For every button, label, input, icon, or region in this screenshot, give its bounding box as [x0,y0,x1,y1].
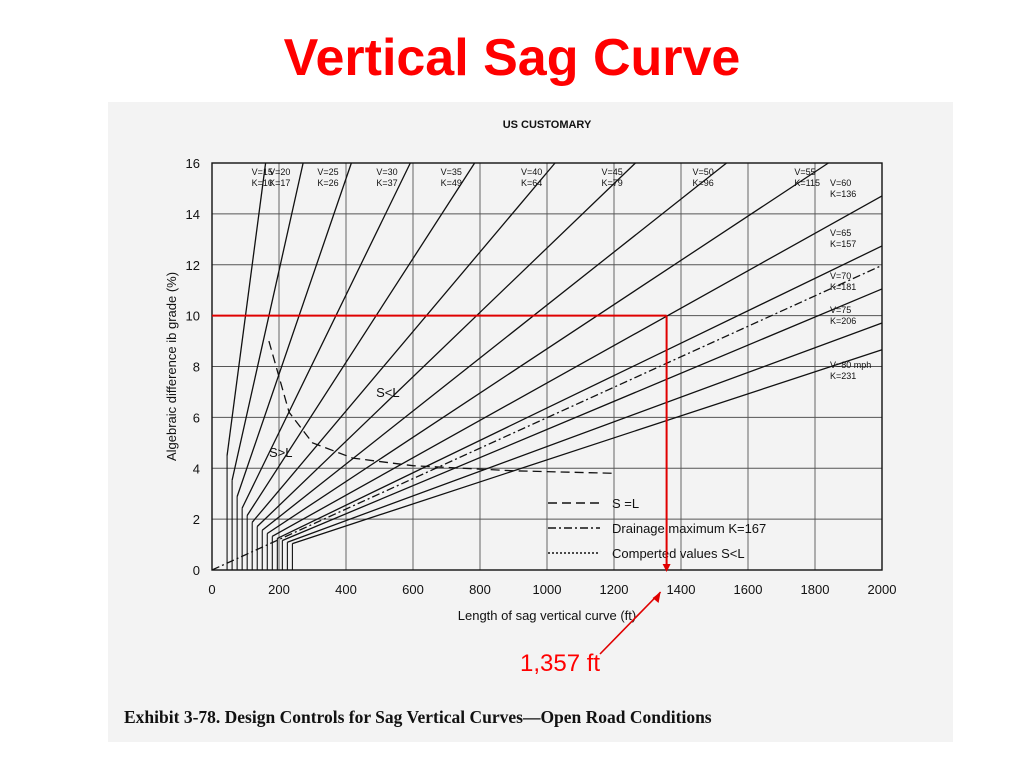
k-line-label: V=80 mph [830,360,871,370]
region-label-s-greater-l: S>L [269,445,293,460]
k-line-label: V=65 [830,228,851,238]
x-tick-label: 0 [208,582,215,597]
k-line-label: V=60 [830,178,851,188]
scanned-figure-background [108,102,953,742]
chart-legend: S =L Drainage maximum K=167 Comperted valu… [548,496,766,561]
k-line-label: V=20 [269,167,290,177]
y-tick-label: 8 [193,360,200,375]
k-line-label: K=79 [601,178,622,188]
k-line-label: K=136 [830,189,856,199]
x-tick-label: 1400 [667,582,696,597]
k-line [246,162,476,516]
k-line-label: V=75 [830,305,851,315]
region-label-s-less-l: S<L [376,385,400,400]
x-axis-label: Length of sag vertical curve (ft) [458,608,636,623]
minimum-length-lines [226,455,293,570]
k-line-label: K=157 [830,239,856,249]
x-tick-label: 800 [469,582,491,597]
k-line [261,162,727,531]
y-tick-label: 2 [193,512,200,527]
y-tick-label: 12 [186,258,200,273]
k-line-label: K=231 [830,371,856,381]
drainage-max-line [211,264,883,571]
y-tick-label: 4 [193,461,200,476]
k-line-label: V=40 [521,167,542,177]
k-line-label: K=10 [252,178,273,188]
answer-guides [212,314,671,655]
k-line [282,288,883,542]
k-line [266,162,829,535]
k-line [271,195,883,537]
x-tick-label: 2000 [868,582,897,597]
answer-label: 1,357 ft [520,650,601,677]
y-tick-label: 10 [186,309,200,324]
k-line [277,245,883,539]
x-tick-label: 1000 [533,582,562,597]
k-line-label: K=17 [269,178,290,188]
x-tick-label: 1800 [801,582,830,597]
k-line [231,162,304,481]
plot-frame [211,162,883,571]
k-line-label: K=26 [317,178,338,188]
k-value-labels: V=15K=10V=20K=17 V=25K=26 V=30K=37 V=35K=49… [252,167,872,460]
k-line [256,162,636,527]
y-axis-label: Algebraic difference ib grade (%) [164,272,179,461]
legend-item: S =L [612,496,639,511]
k-line-label: V=15 [252,167,273,177]
chart-grid [211,162,883,571]
k-line-label: V=50 [693,167,714,177]
k-line-label: V=45 [601,167,622,177]
drainage-max-line [211,264,883,571]
k-line-label: K=96 [693,178,714,188]
k-line-label: V=30 [376,167,397,177]
pointer-arrowhead [652,592,661,603]
x-tick-label: 1200 [600,582,629,597]
k-line-label: K=64 [521,178,542,188]
x-tick-label: 200 [268,582,290,597]
k-line-label: K=37 [376,178,397,188]
k-line [241,162,411,509]
k-line [236,162,352,497]
y-tick-label: 0 [193,563,200,578]
k-line [292,349,883,545]
legend-item: Drainage maximum K=167 [612,521,766,536]
k-line [251,162,556,523]
x-tick-label: 600 [402,582,424,597]
k-line-label: K=206 [830,316,856,326]
k-line-label: V=35 [441,167,462,177]
k-line-label: V=70 [830,271,851,281]
k-line-label: K=115 [794,178,820,188]
k-line-label: K=181 [830,282,856,292]
k-line [226,162,267,456]
y-tick-label: 16 [186,156,200,171]
pointer-line [599,591,662,655]
slide-title: Vertical Sag Curve [283,29,741,87]
k-line [287,322,883,543]
x-tick-label: 1600 [734,582,763,597]
k-value-lines [226,162,883,545]
figure-caption: Exhibit 3-78. Design Controls for Sag Ve… [124,707,712,727]
s-equals-l-boundary [268,340,615,474]
k-line-label: K=49 [441,178,462,188]
legend-item: Comperted values S<L [612,546,745,561]
chart-title: US CUSTOMARY [503,119,592,131]
y-tick-label: 14 [186,207,200,222]
boundary-curve [268,340,615,474]
k-line-label: V=25 [317,167,338,177]
guide-arrowhead [662,564,671,572]
x-tick-label: 400 [335,582,357,597]
k-line-label: V=55 [794,167,815,177]
y-tick-label: 6 [193,410,200,425]
